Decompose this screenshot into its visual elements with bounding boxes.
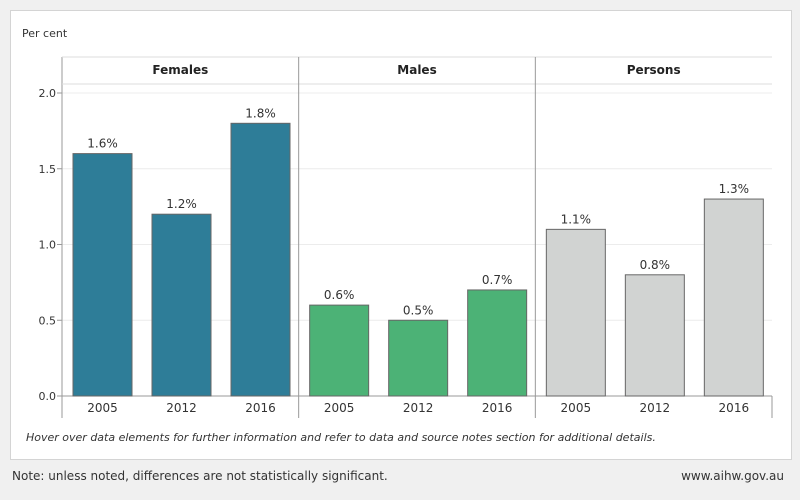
bar-persons-2016 (703, 198, 764, 397)
x-tick-label: 2005 (561, 401, 592, 415)
data-label: 1.1% (561, 212, 592, 226)
data-label: 1.6% (87, 137, 118, 151)
x-tick-label: 2012 (166, 401, 197, 415)
x-tick-label: 2016 (719, 401, 750, 415)
y-tick-label: 1.0 (39, 239, 57, 252)
bar-males-2016 (467, 289, 528, 397)
x-tick-label: 2016 (482, 401, 513, 415)
data-label: 0.6% (324, 288, 355, 302)
y-tick-label: 2.0 (39, 87, 57, 100)
x-tick-label: 2012 (403, 401, 434, 415)
bar-persons-2012 (624, 274, 685, 397)
x-tick-label: 2005 (324, 401, 355, 415)
data-label: 0.7% (482, 273, 513, 287)
bar-males-2005 (309, 304, 370, 397)
panel-header-females: Females (152, 63, 208, 77)
bar-females-2012 (151, 213, 212, 397)
data-label: 1.8% (245, 106, 276, 120)
bar-females-2005 (72, 153, 133, 397)
data-label: 0.5% (403, 303, 434, 317)
x-tick-label: 2016 (245, 401, 276, 415)
data-label: 1.2% (166, 197, 197, 211)
bar-males-2012 (388, 319, 449, 397)
footer-note: Note: unless noted, differences are not … (12, 469, 388, 483)
y-axis-label: Per cent (22, 27, 68, 40)
x-tick-label: 2005 (87, 401, 118, 415)
bar-females-2016 (230, 122, 291, 397)
x-tick-label: 2012 (640, 401, 671, 415)
y-tick-label: 0.0 (39, 390, 57, 403)
data-label: 1.3% (719, 182, 750, 196)
panel-header-persons: Persons (627, 63, 681, 77)
footer-site[interactable]: www.aihw.gov.au (681, 469, 784, 483)
bar-persons-2005 (545, 228, 606, 397)
panel-header-males: Males (397, 63, 436, 77)
y-tick-label: 1.5 (39, 163, 57, 176)
data-label: 0.8% (640, 258, 671, 272)
hover-note: Hover over data elements for further inf… (26, 431, 656, 444)
y-tick-label: 0.5 (39, 314, 57, 327)
